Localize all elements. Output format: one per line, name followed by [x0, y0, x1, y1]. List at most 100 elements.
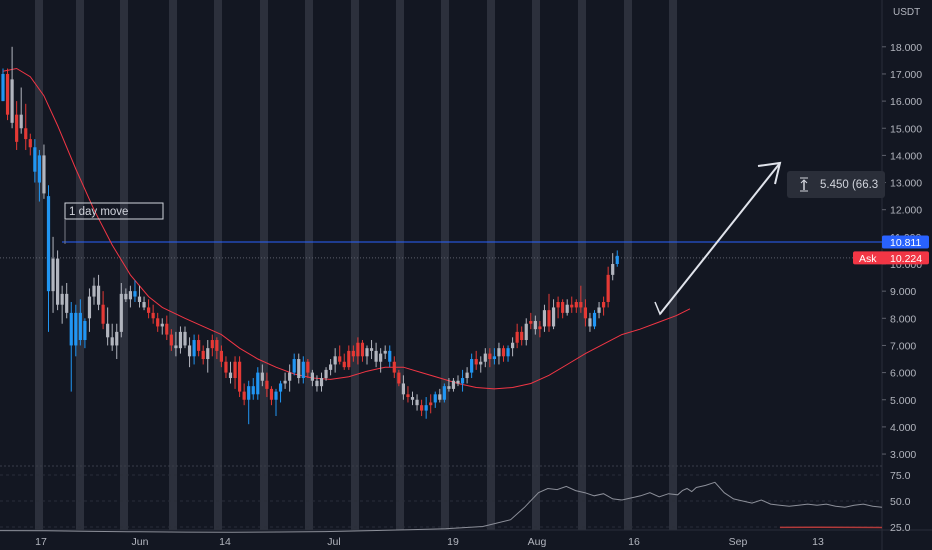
candle[interactable]: [5, 68, 10, 121]
candle[interactable]: [592, 310, 597, 330]
candle[interactable]: [542, 304, 547, 332]
candle[interactable]: [178, 326, 183, 354]
candle[interactable]: [410, 391, 415, 406]
candle[interactable]: [479, 356, 483, 373]
candle[interactable]: [583, 299, 587, 327]
candle[interactable]: [524, 318, 528, 346]
candle[interactable]: [306, 359, 310, 379]
candle[interactable]: [324, 367, 328, 381]
candle[interactable]: [174, 331, 178, 357]
candle[interactable]: [501, 345, 506, 362]
candle[interactable]: [51, 236, 55, 313]
candle[interactable]: [28, 133, 32, 156]
candle[interactable]: [388, 345, 392, 368]
candle[interactable]: [124, 288, 128, 303]
candle[interactable]: [42, 144, 46, 199]
candle[interactable]: [447, 378, 451, 392]
candle[interactable]: [551, 299, 556, 330]
candle[interactable]: [278, 380, 283, 403]
candle[interactable]: [265, 372, 269, 398]
candle[interactable]: [24, 103, 28, 150]
candle[interactable]: [429, 394, 433, 414]
candle[interactable]: [456, 375, 460, 387]
candle[interactable]: [224, 356, 228, 379]
candle[interactable]: [433, 391, 437, 408]
candle[interactable]: [142, 296, 146, 311]
candle[interactable]: [197, 334, 201, 357]
candle[interactable]: [356, 337, 360, 365]
candle[interactable]: [242, 383, 246, 406]
candle[interactable]: [260, 364, 264, 387]
candle[interactable]: [192, 334, 196, 365]
candle[interactable]: [538, 321, 542, 338]
candle[interactable]: [529, 312, 533, 330]
candle[interactable]: [110, 323, 114, 351]
candle[interactable]: [1, 68, 5, 102]
candle[interactable]: [10, 46, 14, 129]
candle[interactable]: [297, 353, 301, 384]
candle[interactable]: [556, 296, 560, 319]
candle[interactable]: [106, 307, 110, 346]
trend-arrow[interactable]: [654, 161, 782, 316]
candle[interactable]: [406, 386, 410, 403]
candle[interactable]: [274, 388, 278, 417]
candle[interactable]: [401, 375, 405, 400]
candle[interactable]: [56, 250, 60, 311]
candle[interactable]: [92, 277, 96, 305]
candle[interactable]: [565, 299, 569, 316]
candle[interactable]: [46, 185, 51, 332]
candle[interactable]: [151, 304, 155, 324]
candle[interactable]: [183, 326, 187, 349]
candle[interactable]: [383, 345, 387, 360]
candle[interactable]: [251, 378, 255, 400]
candle[interactable]: [360, 340, 365, 362]
candle[interactable]: [606, 266, 610, 308]
candle[interactable]: [347, 345, 351, 370]
candle[interactable]: [506, 345, 510, 362]
candle[interactable]: [515, 323, 519, 349]
candle[interactable]: [87, 288, 92, 332]
candle[interactable]: [520, 326, 524, 346]
candle[interactable]: [187, 337, 192, 368]
candle[interactable]: [78, 299, 82, 346]
candle[interactable]: [492, 348, 496, 365]
candle[interactable]: [201, 345, 205, 365]
candle[interactable]: [588, 312, 592, 332]
candle[interactable]: [315, 375, 319, 392]
candle[interactable]: [579, 285, 583, 313]
candle[interactable]: [215, 337, 219, 360]
last-price-badge[interactable]: 10.811: [882, 235, 929, 249]
candle[interactable]: [65, 283, 69, 319]
candle[interactable]: [561, 299, 565, 319]
candle[interactable]: [374, 342, 378, 368]
candle[interactable]: [206, 340, 210, 373]
candle[interactable]: [329, 359, 333, 376]
candle[interactable]: [60, 285, 64, 324]
candle[interactable]: [228, 361, 233, 384]
candle[interactable]: [128, 285, 132, 308]
candle[interactable]: [292, 353, 296, 376]
candle[interactable]: [119, 283, 123, 338]
candle[interactable]: [379, 348, 383, 373]
candle[interactable]: [333, 348, 337, 373]
candle[interactable]: [338, 345, 342, 365]
candle[interactable]: [238, 356, 242, 398]
candle[interactable]: [574, 299, 578, 313]
candle[interactable]: [460, 369, 465, 392]
candle[interactable]: [351, 345, 355, 362]
candle[interactable]: [256, 367, 260, 400]
candle[interactable]: [210, 334, 214, 357]
candle[interactable]: [288, 364, 292, 392]
candle[interactable]: [483, 348, 487, 368]
ask-badge[interactable]: Ask 10.224: [853, 251, 929, 265]
candle[interactable]: [19, 87, 23, 134]
candle[interactable]: [101, 291, 105, 330]
candle[interactable]: [33, 139, 37, 183]
candle[interactable]: [597, 302, 601, 319]
candle[interactable]: [602, 296, 606, 316]
candle[interactable]: [415, 394, 419, 411]
candle[interactable]: [160, 318, 164, 335]
candle[interactable]: [424, 397, 428, 419]
candle[interactable]: [369, 340, 374, 360]
